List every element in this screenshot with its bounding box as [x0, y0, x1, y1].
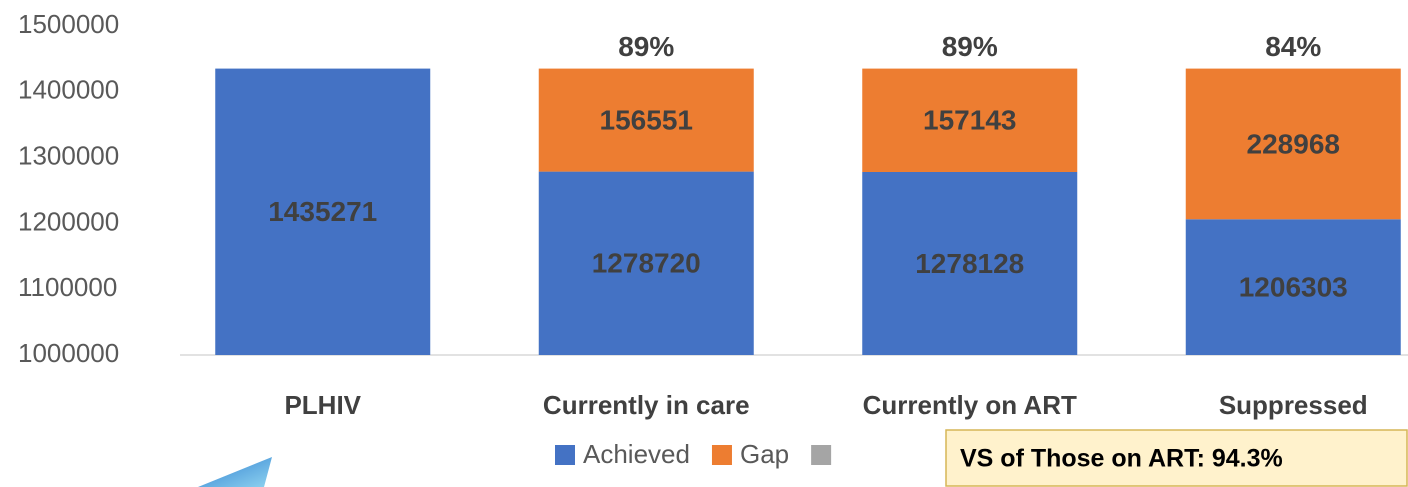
x-tick-label: PLHIV [284, 390, 361, 420]
value-label: 1206303 [1239, 272, 1348, 303]
y-tick-label: 1200000 [18, 206, 119, 236]
bar-segment [1185, 68, 1401, 220]
top-label: 84% [1265, 31, 1321, 62]
bar-segment [538, 68, 754, 172]
y-tick-label: 1100000 [18, 272, 117, 302]
value-label: 1435271 [268, 196, 377, 227]
legend-label: Gap [740, 439, 789, 469]
y-tick-label: 1400000 [18, 75, 119, 105]
legend-label: Achieved [583, 439, 690, 469]
y-tick-label: 1000000 [18, 338, 119, 368]
annotation: VS of Those on ART: 94.3% [960, 445, 1283, 473]
decoration [198, 457, 272, 487]
top-label: 89% [618, 31, 674, 62]
top-label: 89% [942, 31, 998, 62]
annotation-box [945, 429, 1408, 487]
bar-segment [862, 68, 1078, 172]
y-tick-label: 1500000 [18, 9, 119, 39]
bar-segment [215, 68, 431, 356]
x-tick-label: Suppressed [1219, 390, 1368, 420]
legend-swatch [811, 445, 832, 465]
value-label: 1278720 [592, 248, 701, 279]
y-tick-label: 1300000 [18, 140, 119, 170]
bar-segment [538, 171, 754, 355]
x-tick-label: Currently on ART [863, 390, 1077, 420]
value-label: 157143 [923, 105, 1016, 136]
legend-swatch [711, 445, 732, 465]
value-label: 1278128 [915, 248, 1024, 279]
bar-segment [1185, 219, 1401, 355]
legend-swatch [555, 445, 575, 465]
bar-segment [862, 171, 1078, 355]
x-tick-label: Currently in care [543, 390, 750, 420]
value-label: 156551 [600, 104, 693, 135]
value-label: 228968 [1247, 128, 1340, 159]
